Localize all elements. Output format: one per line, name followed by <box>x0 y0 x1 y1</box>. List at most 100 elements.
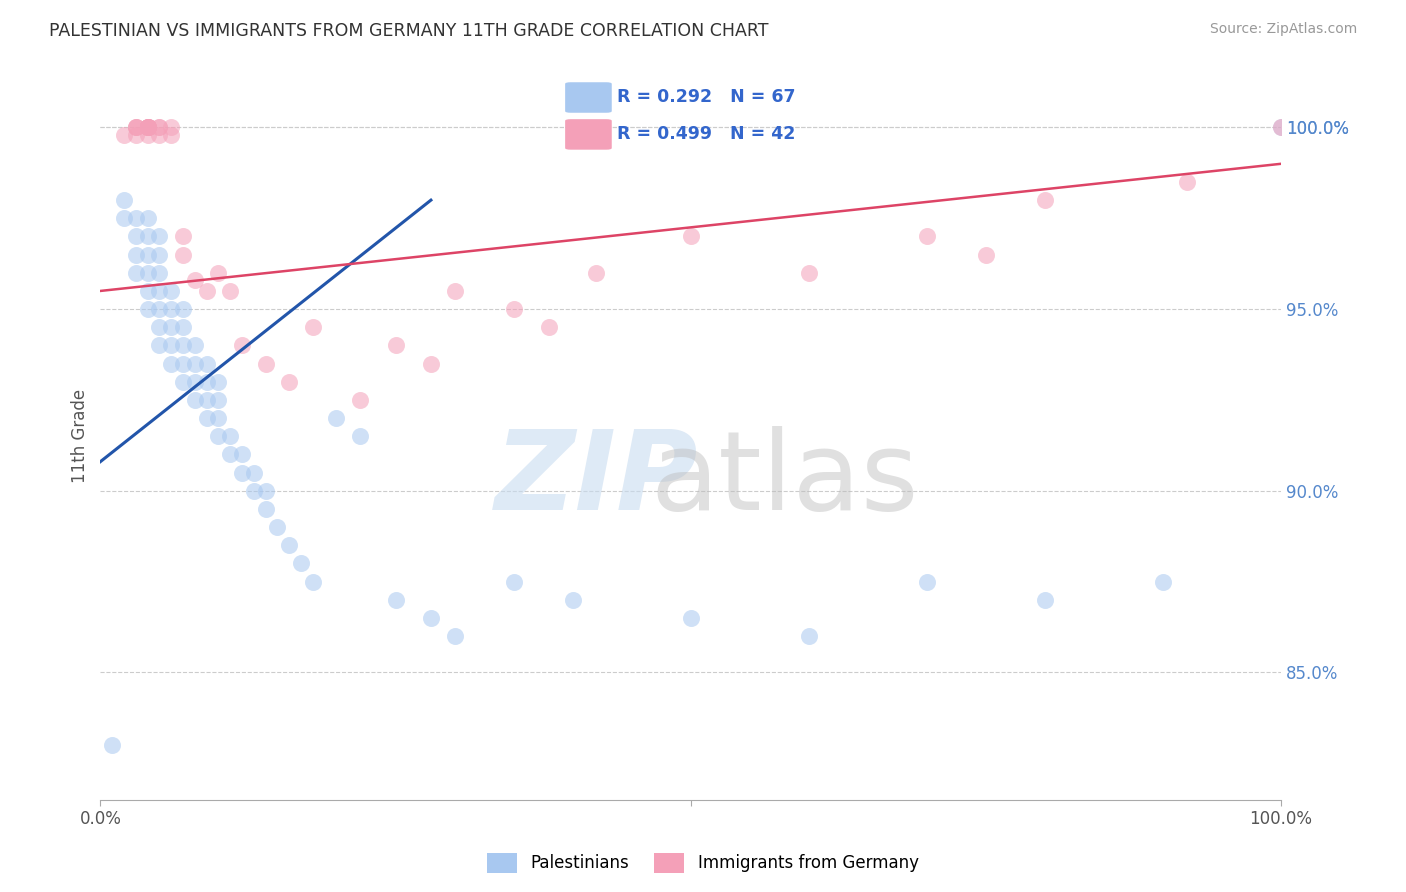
Point <box>797 629 820 643</box>
Point <box>136 284 159 298</box>
Point <box>325 411 347 425</box>
Point <box>419 357 441 371</box>
Point <box>125 120 148 135</box>
Point <box>136 247 159 261</box>
Y-axis label: 11th Grade: 11th Grade <box>72 389 89 483</box>
Point <box>443 629 465 643</box>
Point <box>349 392 371 407</box>
Point <box>195 357 218 371</box>
Legend: Palestinians, Immigrants from Germany: Palestinians, Immigrants from Germany <box>481 847 925 880</box>
Point <box>148 266 170 280</box>
Point <box>1175 175 1198 189</box>
Point <box>136 120 159 135</box>
Point <box>160 320 183 334</box>
Point <box>915 574 938 589</box>
Point <box>136 120 159 135</box>
Point <box>172 320 194 334</box>
Point <box>302 320 325 334</box>
Point <box>101 738 124 752</box>
Point <box>195 392 218 407</box>
Point <box>243 483 266 498</box>
Point <box>112 211 135 226</box>
Point <box>207 392 229 407</box>
Point <box>184 338 207 352</box>
Point <box>148 128 170 142</box>
Point <box>148 229 170 244</box>
Point <box>125 120 148 135</box>
Point <box>207 375 229 389</box>
Point <box>172 229 194 244</box>
Point <box>219 429 242 443</box>
Point <box>1033 592 1056 607</box>
Point <box>160 120 183 135</box>
Point <box>136 120 159 135</box>
Point <box>184 375 207 389</box>
Point <box>384 338 406 352</box>
Point <box>184 357 207 371</box>
Point <box>184 273 207 287</box>
Point <box>1033 193 1056 207</box>
Point <box>679 611 702 625</box>
Point <box>349 429 371 443</box>
FancyBboxPatch shape <box>565 82 612 112</box>
Point <box>148 284 170 298</box>
Point <box>125 128 148 142</box>
Point <box>148 320 170 334</box>
Text: R = 0.499   N = 42: R = 0.499 N = 42 <box>617 126 796 144</box>
Point <box>502 574 524 589</box>
Point <box>254 483 277 498</box>
Point <box>561 592 583 607</box>
Point <box>112 128 135 142</box>
Point <box>219 447 242 461</box>
Point <box>160 128 183 142</box>
Point <box>195 284 218 298</box>
Point <box>136 120 159 135</box>
Point <box>207 266 229 280</box>
Point <box>160 357 183 371</box>
Point <box>219 284 242 298</box>
Point <box>148 338 170 352</box>
Point <box>172 247 194 261</box>
Point <box>254 357 277 371</box>
Point <box>148 302 170 317</box>
Point <box>266 520 288 534</box>
FancyBboxPatch shape <box>565 120 612 150</box>
Point <box>195 411 218 425</box>
Point <box>125 229 148 244</box>
Point <box>278 375 301 389</box>
Point <box>231 447 253 461</box>
Point <box>136 120 159 135</box>
Point <box>172 302 194 317</box>
Point <box>1152 574 1174 589</box>
Point <box>160 338 183 352</box>
Point <box>207 411 229 425</box>
Point <box>502 302 524 317</box>
Point <box>148 247 170 261</box>
Point <box>136 266 159 280</box>
Text: ZIP: ZIP <box>495 426 697 533</box>
Point <box>915 229 938 244</box>
Point <box>537 320 560 334</box>
Point <box>195 375 218 389</box>
Point <box>1270 120 1292 135</box>
Point <box>136 128 159 142</box>
Text: PALESTINIAN VS IMMIGRANTS FROM GERMANY 11TH GRADE CORRELATION CHART: PALESTINIAN VS IMMIGRANTS FROM GERMANY 1… <box>49 22 769 40</box>
Text: R = 0.292   N = 67: R = 0.292 N = 67 <box>617 88 796 106</box>
Point <box>585 266 607 280</box>
Point <box>125 211 148 226</box>
Point <box>184 392 207 407</box>
Point <box>254 502 277 516</box>
Point <box>278 538 301 552</box>
Point <box>125 120 148 135</box>
Text: Source: ZipAtlas.com: Source: ZipAtlas.com <box>1209 22 1357 37</box>
Point <box>231 338 253 352</box>
Point <box>172 375 194 389</box>
Point <box>679 229 702 244</box>
Point <box>207 429 229 443</box>
Point <box>148 120 170 135</box>
Point <box>1270 120 1292 135</box>
Point <box>302 574 325 589</box>
Point <box>148 120 170 135</box>
Point <box>172 338 194 352</box>
Point <box>231 466 253 480</box>
